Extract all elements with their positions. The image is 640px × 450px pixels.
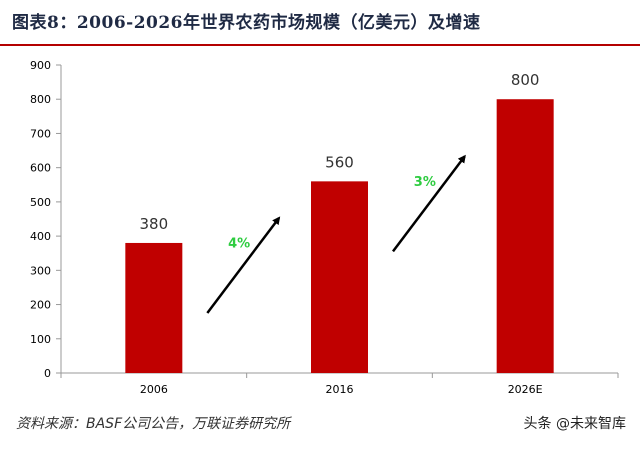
growth-rate-label: 4% <box>228 236 250 251</box>
y-tick-label: 500 <box>30 196 51 209</box>
y-tick-label: 400 <box>30 230 51 243</box>
x-tick-label: 2006 <box>140 383 168 396</box>
bar-2006 <box>125 242 183 373</box>
figure-title: 图表8：2006-2026年世界农药市场规模（亿美元）及增速 <box>12 13 481 33</box>
growth-rate-label: 3% <box>414 175 436 190</box>
y-tick-label: 100 <box>30 333 51 346</box>
y-tick-label: 800 <box>30 93 51 106</box>
x-tick-label: 2026E <box>508 383 543 396</box>
growth-annotations: 4% 3% <box>206 154 466 314</box>
y-tick-label: 600 <box>30 162 51 175</box>
y-tick-label: 300 <box>30 264 51 277</box>
y-tick-label: 0 <box>44 367 51 380</box>
y-tick-label: 900 <box>30 59 51 72</box>
x-axis-ticks: 2006 2016 2026E <box>60 373 619 396</box>
bar-value-label: 380 <box>140 215 169 233</box>
y-axis-ticks: 0 100 200 300 400 500 600 700 800 900 <box>30 59 61 380</box>
watermark: 头条 @未来智库 <box>523 416 626 432</box>
bar-value-label: 800 <box>511 71 540 89</box>
growth-arrow <box>392 154 466 253</box>
y-tick-label: 200 <box>30 299 51 312</box>
bar-2026E <box>496 99 554 373</box>
y-tick-label: 700 <box>30 127 51 140</box>
x-tick-label: 2016 <box>326 383 354 396</box>
bars-group <box>125 99 554 373</box>
source-note: 资料来源：BASF公司公告，万联证券研究所 <box>16 416 291 432</box>
title-divider <box>0 44 640 46</box>
bar-value-label: 560 <box>325 153 354 171</box>
growth-arrow <box>206 216 281 314</box>
bar-2016 <box>311 181 368 373</box>
bar-value-labels: 380 560 800 <box>140 71 540 233</box>
